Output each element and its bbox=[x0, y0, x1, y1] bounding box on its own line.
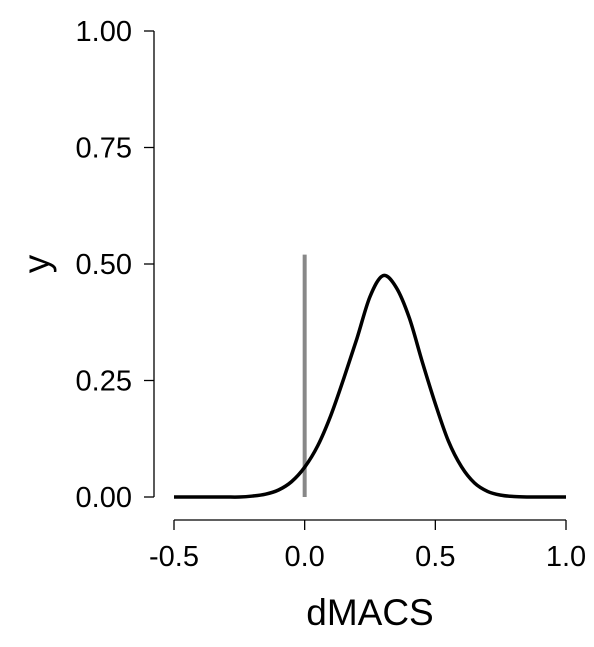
y-axis-title: y bbox=[16, 254, 57, 273]
density-curve bbox=[174, 273, 567, 499]
x-tick-label: 0.0 bbox=[285, 541, 325, 573]
y-tick-label: 0.75 bbox=[76, 133, 132, 165]
y-tick-label: 0.00 bbox=[76, 482, 132, 514]
x-tick-label: 1.0 bbox=[546, 541, 586, 573]
x-tick-label: 0.5 bbox=[415, 541, 455, 573]
x-axis: -0.5 0.0 0.5 1.0 bbox=[149, 519, 586, 573]
y-tick-label: 0.25 bbox=[76, 366, 132, 398]
x-tick-label: -0.5 bbox=[149, 541, 199, 573]
x-axis-title: dMACS bbox=[306, 592, 433, 633]
y-tick-label: 1.00 bbox=[76, 16, 132, 48]
y-tick-label: 0.50 bbox=[76, 249, 132, 281]
y-axis: 0.00 0.25 0.50 0.75 1.00 bbox=[76, 16, 155, 514]
